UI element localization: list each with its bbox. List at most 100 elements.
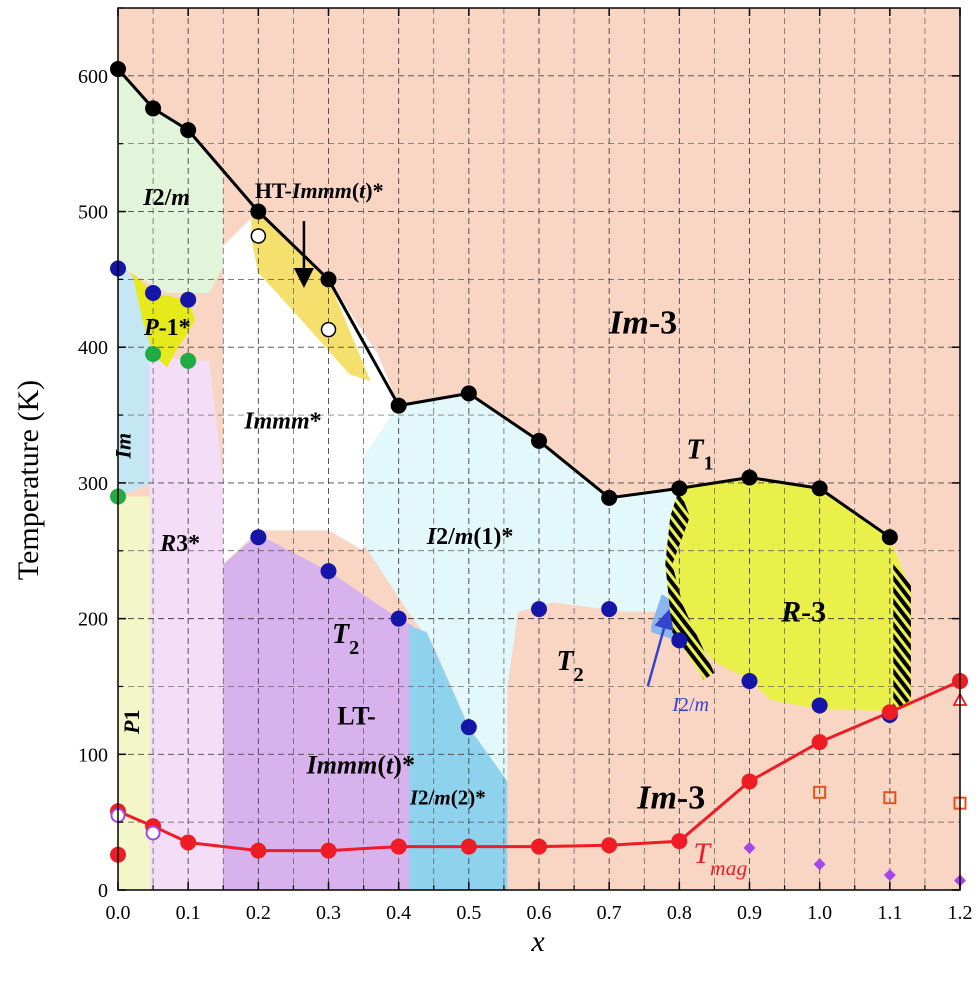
marker-green <box>180 352 197 369</box>
region-i2m-top <box>118 69 224 293</box>
marker-open <box>250 228 267 244</box>
hatch-stripe <box>665 488 715 680</box>
phase-label-part: LT- <box>337 701 376 730</box>
phase-label-part: -3 <box>649 305 677 342</box>
hatch-stripe <box>893 564 911 711</box>
marker-open-purple <box>145 825 161 841</box>
marker-t2 <box>531 601 547 618</box>
x-tick-label: 0.3 <box>316 902 341 924</box>
annotation-arrows <box>293 221 674 687</box>
phase-label-part: Immm <box>306 750 378 779</box>
phase-label-part: I <box>671 694 680 716</box>
axis-ticks: 0.0 0.1 0.2 0.3 0.4 0.5 0.6 0.7 0.8 0.9 1.0 1.1 1.2 0… <box>78 7 973 924</box>
phase-label-part: T <box>693 837 712 870</box>
x-tick-label: 0.6 <box>527 902 552 924</box>
marker-tmag <box>460 838 477 855</box>
phase-label-part: T <box>686 434 705 465</box>
phase-label-part: I <box>409 786 419 810</box>
phase-label-i2-m: I2/m <box>142 185 190 211</box>
region-lt-immm <box>223 534 413 890</box>
phase-label-im-3: Im-3 <box>608 305 677 342</box>
hatch-stripe <box>961 456 980 755</box>
marker-purple-diamond <box>883 869 896 882</box>
phase-label-i2-m: I2/m <box>671 694 709 716</box>
hatch-stripe <box>970 456 980 755</box>
phase-label-part: Immm <box>243 409 309 435</box>
phase-label-part: m <box>455 524 474 550</box>
phase-label-part: P <box>119 720 144 735</box>
x-tick-label: 1.1 <box>877 902 902 924</box>
marker-t1 <box>881 529 898 546</box>
phase-label-part: t <box>359 178 366 203</box>
marker-t2 <box>460 719 477 736</box>
marker-tmag <box>250 842 267 859</box>
phase-label-part: I <box>142 185 154 211</box>
marker-purple-diamond <box>743 841 756 854</box>
phase-label-part: m <box>695 694 709 716</box>
phase-label-part: T <box>332 619 351 650</box>
phase-label-part: 1 <box>119 710 144 721</box>
marker-tmag <box>180 834 197 851</box>
phase-label-lt-: LT- <box>337 701 376 730</box>
phase-label-part: t <box>386 750 394 779</box>
marker-purple-diamond <box>813 858 826 871</box>
phase-label-part: -3 <box>677 780 705 817</box>
y-tick-label: 600 <box>78 66 108 88</box>
phase-label-t1: T1 <box>686 434 713 474</box>
x-tick-label: 0.5 <box>456 902 481 924</box>
marker-tmag <box>741 773 758 790</box>
hatch-stripe <box>970 456 980 755</box>
marker-t1 <box>601 489 618 506</box>
phase-label-part: -1* <box>159 315 191 341</box>
marker-t1 <box>145 100 162 117</box>
marker-t1 <box>741 469 758 486</box>
marker-tmag <box>531 838 547 855</box>
hatch-stripe <box>665 488 715 680</box>
phase-label-part: 2/ <box>679 694 695 716</box>
x-tick-label: 0.4 <box>386 902 411 924</box>
phase-label-part: 1 <box>703 452 713 474</box>
marker-t1 <box>320 271 337 288</box>
phase-label-part: Im <box>111 433 136 460</box>
marker-t1 <box>390 397 407 414</box>
x-tick-label: 0.7 <box>597 902 622 924</box>
marker-tmag <box>811 734 828 751</box>
marker-t2 <box>250 529 267 546</box>
marker-tmag <box>601 837 618 854</box>
phase-label-part: Im <box>608 305 649 342</box>
phase-label-part: Im <box>636 780 677 817</box>
marker-orange-square <box>813 785 827 799</box>
phase-label-t2: T2 <box>557 646 584 686</box>
phase-label-part: (1)* <box>473 524 513 550</box>
x-axis-label: x <box>530 925 545 958</box>
phase-label-part: )* <box>365 178 383 203</box>
y-tick-label: 100 <box>78 744 108 766</box>
marker-t1 <box>531 432 547 449</box>
phase-label-part: R <box>780 595 801 628</box>
marker-orange-square <box>883 791 897 805</box>
marker-t1 <box>460 385 477 402</box>
marker-t1 <box>811 480 828 497</box>
x-tick-label: 0.8 <box>667 902 692 924</box>
marker-green <box>145 346 162 363</box>
phase-label-part: 2/ <box>153 185 172 211</box>
region-immm <box>223 211 399 565</box>
phase-label-part: mag <box>710 856 747 880</box>
marker-tmag <box>671 833 688 850</box>
phase-label-part: ( <box>377 750 386 779</box>
hatch-stripe <box>893 564 911 711</box>
phase-label-part: I <box>426 524 438 550</box>
region-p1 <box>118 496 150 890</box>
phase-label-im-3: Im-3 <box>636 780 705 817</box>
phase-label-i2-m-1-: I2/m(1)* <box>426 524 514 550</box>
y-axis-label: Temperature (K) <box>12 380 45 580</box>
marker-t2 <box>145 284 162 301</box>
marker-tmag <box>881 704 898 721</box>
y-tick-label: 400 <box>78 337 108 359</box>
x-tick-label: 0.2 <box>246 902 271 924</box>
phase-label-r-3: R-3 <box>780 595 826 628</box>
phase-label-part: HT- <box>255 178 292 203</box>
arrow-i2m-small <box>646 608 674 687</box>
phase-label-part: 2 <box>349 637 359 659</box>
